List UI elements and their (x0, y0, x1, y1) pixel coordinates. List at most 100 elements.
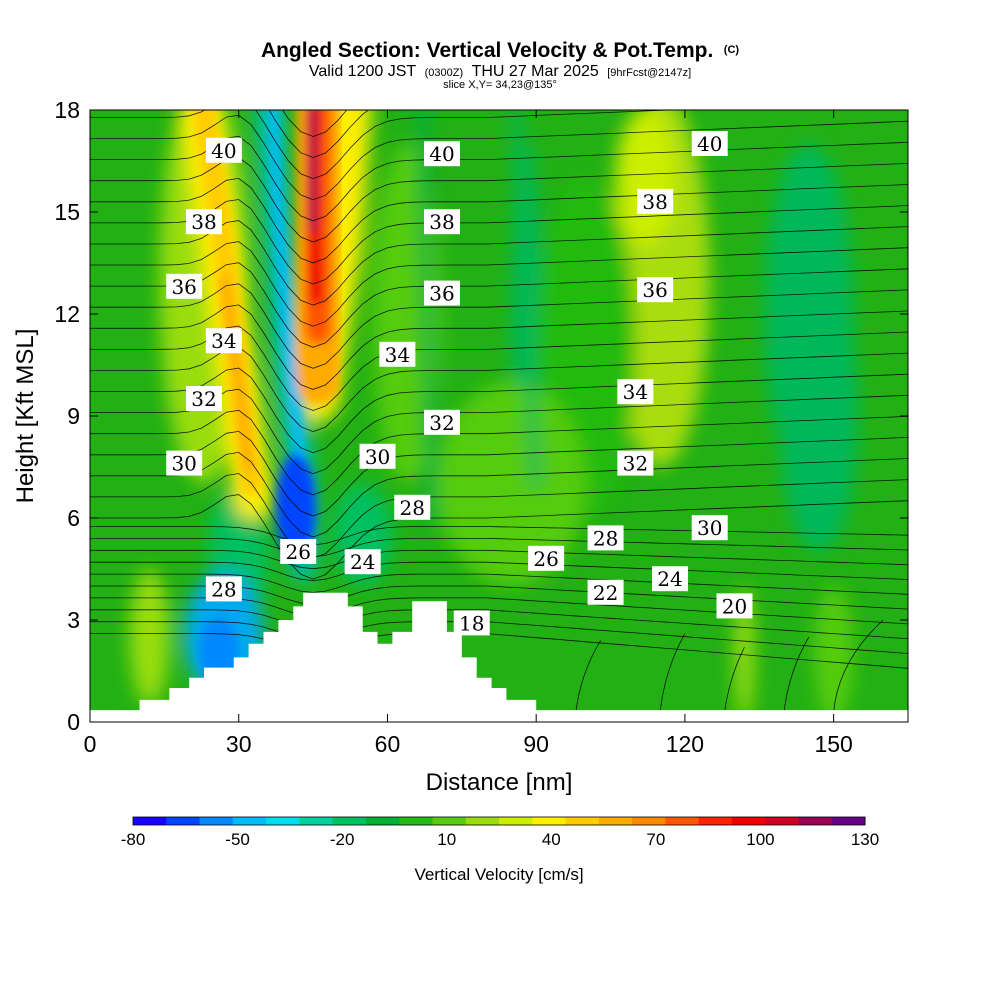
colorbar-swatch (731, 817, 766, 825)
slice-note: slice X,Y= 34,23@135° (443, 79, 557, 91)
contour-label-text: 34 (623, 380, 648, 404)
colorbar-swatch (266, 817, 300, 825)
contour-label-box (205, 576, 242, 602)
velocity-blob (129, 569, 170, 705)
colorbar-tick-label: 40 (542, 830, 561, 849)
contour-label-box (423, 141, 460, 167)
colorbar-swatch (598, 817, 633, 825)
colorbar-tick-label: 130 (851, 830, 879, 849)
y-tick-label: 12 (54, 301, 80, 327)
isoline (90, 549, 908, 570)
contour-label-text: 38 (642, 190, 667, 214)
isoline (659, 633, 686, 712)
contour-label-box (423, 409, 460, 435)
contour-label: 40 (691, 131, 728, 156)
colorbar-swatch (765, 817, 799, 825)
contour-label-box (344, 549, 381, 575)
isoline (90, 609, 908, 640)
y-tick-label: 18 (54, 97, 80, 123)
colorbar-swatch (632, 817, 666, 825)
contour-label: 20 (716, 593, 753, 619)
contour-label-box (716, 593, 753, 619)
contour-label-box (587, 579, 624, 605)
contour-label: 32 (186, 386, 223, 411)
colorbar-swatch (332, 817, 367, 825)
contour-label: 18 (453, 610, 490, 636)
contour-label: 22 (587, 579, 624, 605)
contour-label: 36 (166, 273, 203, 299)
contour-label-text: 36 (429, 282, 454, 306)
contour-label: 26 (280, 539, 317, 564)
isoline (90, 177, 908, 264)
contour-label: 24 (344, 549, 381, 575)
contour-label-text: 38 (429, 210, 454, 234)
contour-label-box (637, 277, 674, 303)
colorbar-swatch (831, 817, 866, 825)
contour-label-box (528, 545, 565, 571)
contour-label-text: 36 (642, 278, 667, 302)
contour-label-box (423, 280, 460, 306)
colorbar-frame (132, 816, 866, 826)
contour-label-text: 26 (533, 547, 558, 571)
isoline (90, 494, 908, 580)
colorbar: -80 -50 -20 10 40 70 100 130 (121, 816, 879, 849)
contour-label-box (637, 188, 674, 214)
contour-label: 34 (379, 341, 416, 367)
x-tick-label: 0 (84, 731, 97, 757)
y-tick-label: 9 (67, 403, 80, 429)
colorbar-swatch (565, 817, 600, 825)
isoline (90, 304, 908, 390)
contour-label-text: 32 (191, 387, 216, 411)
colorbar-swatch (532, 817, 567, 825)
contour-label-box (652, 566, 689, 592)
theta-isolines (90, 110, 908, 712)
contour-label: 28 (205, 576, 242, 602)
contour-label-box (359, 443, 396, 469)
colorbar-swatch (365, 817, 400, 825)
contour-label: 28 (394, 494, 431, 520)
contour-label-text: 40 (211, 139, 236, 163)
contour-label: 30 (359, 443, 396, 469)
terrain-fill (90, 592, 908, 722)
contour-label-text: 24 (350, 550, 375, 574)
x-tick-label: 60 (375, 731, 401, 757)
contour-label: 30 (691, 515, 728, 541)
contour-label-box (617, 379, 654, 405)
velocity-band (511, 110, 542, 489)
y-tick-label: 15 (54, 199, 80, 225)
velocity-core-shading (193, 110, 341, 685)
contour-label: 38 (186, 209, 223, 235)
colorbar-swatch (299, 817, 334, 825)
contour-label-box (186, 386, 223, 411)
contour-label-text: 18 (459, 611, 484, 635)
isoline (90, 430, 908, 517)
colorbar-tick-label: -50 (225, 830, 250, 849)
x-tick-label: 150 (814, 731, 852, 757)
isoline (575, 640, 601, 712)
contour-label-box (205, 328, 242, 354)
contour-label: 36 (423, 280, 460, 306)
contour-label-text: 30 (697, 516, 722, 540)
contour-label-text: 30 (171, 452, 196, 476)
contour-label-box (691, 515, 728, 541)
colorbar-swatch (698, 817, 733, 825)
contour-label: 38 (637, 188, 674, 214)
isoline (90, 220, 908, 306)
x-tick-label: 30 (226, 731, 252, 757)
colorbar-swatch (232, 817, 267, 825)
colorbar-swatch (133, 817, 167, 825)
velocity-blob (615, 110, 675, 246)
contour-label-text: 28 (400, 496, 425, 520)
colorbar-swatch (465, 817, 500, 825)
isoline (90, 367, 908, 454)
contour-label-box (423, 209, 460, 235)
x-axis: 0 30 60 90 120 150 (84, 110, 853, 757)
colorbar-tick-label: 100 (746, 830, 774, 849)
colorbar-swatch (798, 817, 833, 825)
contour-label-box (205, 137, 242, 163)
contour-label: 34 (205, 328, 242, 354)
contour-label-text: 24 (657, 567, 682, 591)
contour-label-box (186, 209, 223, 235)
contour-label-text: 20 (722, 594, 747, 618)
